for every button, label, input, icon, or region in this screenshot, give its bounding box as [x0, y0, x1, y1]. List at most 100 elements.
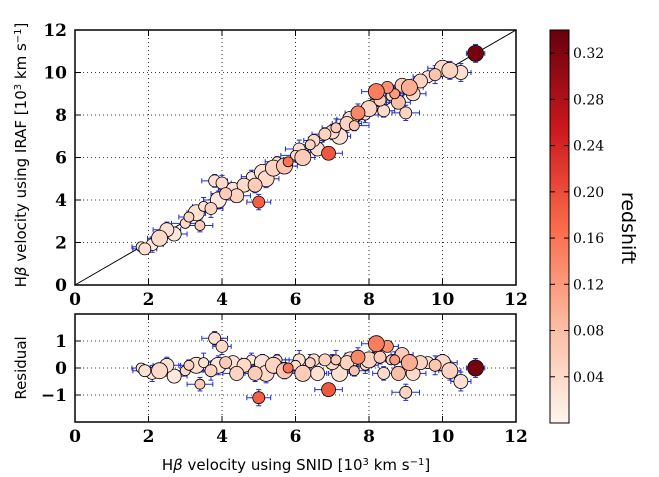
- bottom-xlabel-part-5: −1: [410, 457, 425, 468]
- data-point: [151, 229, 168, 247]
- x-tick-label: 12: [504, 427, 528, 447]
- data-point: [294, 149, 312, 166]
- data-point: [252, 195, 266, 209]
- data-point: [401, 354, 418, 372]
- data-point: [219, 187, 233, 201]
- data-point: [183, 211, 195, 223]
- top-ylabel-part-6: ]: [12, 23, 30, 29]
- data-point: [389, 354, 401, 366]
- x-tick-label: 8: [363, 427, 375, 447]
- x-tick-label: 10: [431, 290, 455, 310]
- top-ylabel-part-1: β: [12, 266, 30, 277]
- data-point: [350, 349, 366, 365]
- bottom-xlabel-part-4: km s: [369, 456, 410, 474]
- y-tick-label: −1: [41, 386, 67, 406]
- x-tick-label: 0: [69, 290, 81, 310]
- data-point: [377, 104, 391, 118]
- data-point: [321, 382, 336, 398]
- colorbar-tick-label: 0.12: [573, 277, 604, 293]
- x-tick-label: 4: [216, 290, 228, 310]
- bottom-xlabel-part-3: 3: [363, 457, 369, 468]
- y-tick-label: 0: [55, 359, 67, 379]
- x-tick-label: 6: [290, 290, 302, 310]
- data-point: [399, 106, 413, 120]
- colorbar-tick-label: 0.16: [573, 231, 604, 247]
- bottom-x-axis-label: Hβ velocity using SNID [103 km s−1]: [162, 456, 430, 474]
- bottom-xlabel-part-1: β: [172, 456, 183, 474]
- top-y-ticks: 0 2 4 6 8 10 12: [43, 21, 516, 296]
- data-point: [138, 242, 152, 256]
- data-point: [198, 357, 210, 369]
- colorbar: 0.04 0.08 0.12 0.16 0.20 0.24 0.28 0.32 redshif…: [549, 29, 639, 424]
- data-point: [350, 105, 366, 121]
- colorbar-ticks: 0.04 0.08 0.12 0.16 0.20 0.24 0.28 0.32: [550, 46, 604, 386]
- data-point: [229, 188, 245, 204]
- data-point: [282, 156, 294, 168]
- y-tick-label: 6: [55, 149, 67, 169]
- data-point: [151, 362, 168, 380]
- top-x-ticks: 0 2 4 6 8 10 12: [69, 30, 528, 310]
- data-point: [318, 353, 332, 367]
- bottom-xlabel-part-0: H: [162, 456, 173, 474]
- colorbar-tick-label: 0.28: [573, 92, 604, 108]
- colorbar-tick-label: 0.24: [573, 139, 604, 155]
- data-point: [219, 356, 233, 370]
- data-point: [348, 120, 360, 132]
- data-point: [441, 61, 459, 79]
- data-point: [204, 364, 218, 378]
- data-point: [166, 368, 182, 384]
- data-point: [304, 357, 316, 369]
- y-tick-label: 2: [55, 234, 67, 254]
- data-point: [138, 364, 152, 378]
- x-tick-label: 12: [504, 290, 528, 310]
- x-tick-label: 0: [69, 427, 81, 447]
- data-point: [390, 365, 406, 381]
- data-point: [330, 354, 342, 366]
- y-tick-label: 4: [55, 191, 67, 211]
- colorbar-tick-label: 0.32: [573, 46, 604, 62]
- data-point: [252, 391, 266, 405]
- y-tick-label: 10: [43, 64, 67, 84]
- data-point: [282, 362, 294, 374]
- x-tick-label: 6: [290, 427, 302, 447]
- data-point: [377, 366, 391, 380]
- x-tick-label: 8: [363, 290, 375, 310]
- data-point: [208, 331, 222, 345]
- data-point: [428, 68, 442, 82]
- x-tick-label: 2: [143, 290, 155, 310]
- data-point: [215, 176, 229, 190]
- data-point: [229, 365, 245, 381]
- data-point: [399, 385, 413, 399]
- data-point: [247, 177, 263, 193]
- data-point: [183, 359, 195, 371]
- data-point: [428, 358, 442, 372]
- data-point: [321, 145, 336, 161]
- bottom-points: [135, 331, 484, 405]
- data-point: [331, 364, 349, 382]
- data-point: [294, 364, 312, 382]
- data-point: [373, 350, 387, 364]
- colorbar-tick-label: 0.04: [573, 370, 604, 386]
- data-point: [204, 202, 218, 215]
- data-point: [467, 359, 484, 377]
- y-tick-label: 0: [55, 276, 67, 296]
- colorbar-label: redshift: [617, 192, 639, 264]
- top-y-axis-label: Hβ velocity using IRAF [103 km s−1]: [12, 23, 30, 288]
- data-point: [467, 44, 484, 62]
- bottom-x-ticks: 0 2 4 6 8 10 12: [69, 314, 528, 447]
- data-point: [401, 78, 418, 96]
- top-ylabel-part-2: velocity using IRAF [10: [12, 90, 30, 266]
- data-point: [441, 362, 459, 380]
- bottom-xlabel-part-6: ]: [424, 456, 430, 474]
- x-tick-label: 4: [216, 427, 228, 447]
- data-point: [318, 127, 332, 141]
- data-point: [348, 365, 360, 377]
- colorbar-tick-label: 0.20: [573, 185, 604, 201]
- colorbar-strip: [549, 29, 570, 424]
- data-point: [194, 378, 206, 390]
- bottom-y-ticks: −1 0 1: [41, 332, 516, 406]
- colorbar-tick-label: 0.08: [573, 324, 604, 340]
- residual-panel: 0 2 4 6 8 10 12 −1 0 1 Residual Hβ velocity usin…: [12, 313, 528, 474]
- data-point: [304, 139, 316, 151]
